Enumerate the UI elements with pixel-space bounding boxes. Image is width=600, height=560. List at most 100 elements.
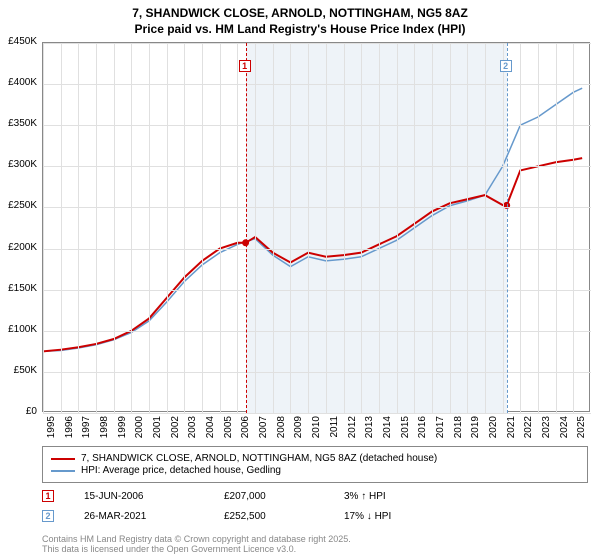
xtick-label: 1997 <box>81 416 92 446</box>
legend-label: 7, SHANDWICK CLOSE, ARNOLD, NOTTINGHAM, … <box>81 453 437 464</box>
footer: Contains HM Land Registry data © Crown c… <box>42 534 351 554</box>
datapoint-marker: 2 <box>42 510 54 522</box>
gridline-v <box>114 43 115 413</box>
xtick-label: 2021 <box>506 416 517 446</box>
gridline-v <box>432 43 433 413</box>
xtick-label: 2012 <box>347 416 358 446</box>
gridline-v <box>96 43 97 413</box>
gridline-h <box>43 84 591 85</box>
xtick-label: 2015 <box>400 416 411 446</box>
gridline-v <box>326 43 327 413</box>
plot-svg <box>43 43 591 413</box>
gridline-v <box>520 43 521 413</box>
datapoint-row: 1 15-JUN-2006 £207,000 3% ↑ HPI <box>42 490 416 502</box>
ytick-label: £100K <box>0 324 37 335</box>
xtick-label: 2010 <box>311 416 322 446</box>
marker-box-2: 2 <box>500 60 512 72</box>
ytick-label: £0 <box>0 406 37 417</box>
gridline-h <box>43 372 591 373</box>
xtick-label: 2009 <box>293 416 304 446</box>
series-price_paid <box>43 158 582 351</box>
marker-line-1 <box>246 43 247 413</box>
marker-box-1: 1 <box>239 60 251 72</box>
ytick-label: £350K <box>0 118 37 129</box>
gridline-v <box>538 43 539 413</box>
xtick-label: 2008 <box>276 416 287 446</box>
ytick-label: £400K <box>0 77 37 88</box>
gridline-v <box>184 43 185 413</box>
xtick-label: 2016 <box>417 416 428 446</box>
gridline-h <box>43 249 591 250</box>
datapoint-price: £252,500 <box>224 511 314 522</box>
gridline-h <box>43 290 591 291</box>
gridline-v <box>556 43 557 413</box>
xtick-label: 2024 <box>559 416 570 446</box>
datapoint-date: 15-JUN-2006 <box>84 491 194 502</box>
legend-label: HPI: Average price, detached house, Gedl… <box>81 465 281 476</box>
gridline-v <box>167 43 168 413</box>
xtick-label: 2011 <box>329 416 340 446</box>
gridline-h <box>43 207 591 208</box>
marker-line-2 <box>507 43 508 413</box>
gridline-v <box>397 43 398 413</box>
xtick-label: 1998 <box>99 416 110 446</box>
datapoint-pct: 3% ↑ HPI <box>344 491 386 502</box>
gridline-v <box>237 43 238 413</box>
gridline-v <box>78 43 79 413</box>
xtick-label: 2019 <box>470 416 481 446</box>
xtick-label: 2002 <box>170 416 181 446</box>
xtick-label: 2018 <box>453 416 464 446</box>
xtick-label: 2023 <box>541 416 552 446</box>
gridline-v <box>467 43 468 413</box>
gridline-v <box>361 43 362 413</box>
legend-swatch <box>51 458 75 460</box>
gridline-v <box>131 43 132 413</box>
xtick-label: 1996 <box>64 416 75 446</box>
legend-row: 7, SHANDWICK CLOSE, ARNOLD, NOTTINGHAM, … <box>51 453 579 464</box>
ytick-label: £50K <box>0 365 37 376</box>
legend-swatch <box>51 470 75 472</box>
xtick-label: 2004 <box>205 416 216 446</box>
xtick-label: 2014 <box>382 416 393 446</box>
chart-title: 7, SHANDWICK CLOSE, ARNOLD, NOTTINGHAM, … <box>0 0 600 37</box>
datapoint-price: £207,000 <box>224 491 314 502</box>
gridline-v <box>149 43 150 413</box>
xtick-label: 2007 <box>258 416 269 446</box>
xtick-label: 2022 <box>523 416 534 446</box>
ytick-label: £450K <box>0 36 37 47</box>
ytick-label: £250K <box>0 200 37 211</box>
footer-line1: Contains HM Land Registry data © Crown c… <box>42 534 351 544</box>
footer-line2: This data is licensed under the Open Gov… <box>42 544 296 554</box>
title-line2: Price paid vs. HM Land Registry's House … <box>135 22 466 36</box>
plot-area <box>42 42 590 412</box>
ytick-label: £150K <box>0 283 37 294</box>
gridline-v <box>255 43 256 413</box>
xtick-label: 1995 <box>46 416 57 446</box>
ytick-label: £200K <box>0 242 37 253</box>
title-line1: 7, SHANDWICK CLOSE, ARNOLD, NOTTINGHAM, … <box>132 6 468 20</box>
gridline-h <box>43 166 591 167</box>
gridline-h <box>43 413 591 414</box>
xtick-label: 2013 <box>364 416 375 446</box>
gridline-v <box>485 43 486 413</box>
gridline-v <box>379 43 380 413</box>
gridline-v <box>290 43 291 413</box>
gridline-v <box>61 43 62 413</box>
datapoint-date: 26-MAR-2021 <box>84 511 194 522</box>
gridline-v <box>220 43 221 413</box>
xtick-label: 2000 <box>134 416 145 446</box>
gridline-v <box>344 43 345 413</box>
xtick-label: 2017 <box>435 416 446 446</box>
gridline-v <box>43 43 44 413</box>
chart-container: 7, SHANDWICK CLOSE, ARNOLD, NOTTINGHAM, … <box>0 0 600 560</box>
gridline-h <box>43 331 591 332</box>
datapoint-marker: 1 <box>42 490 54 502</box>
gridline-v <box>450 43 451 413</box>
xtick-label: 2005 <box>223 416 234 446</box>
gridline-v <box>503 43 504 413</box>
legend: 7, SHANDWICK CLOSE, ARNOLD, NOTTINGHAM, … <box>42 446 588 483</box>
gridline-h <box>43 125 591 126</box>
xtick-label: 2006 <box>240 416 251 446</box>
xtick-label: 2001 <box>152 416 163 446</box>
xtick-label: 2025 <box>576 416 587 446</box>
